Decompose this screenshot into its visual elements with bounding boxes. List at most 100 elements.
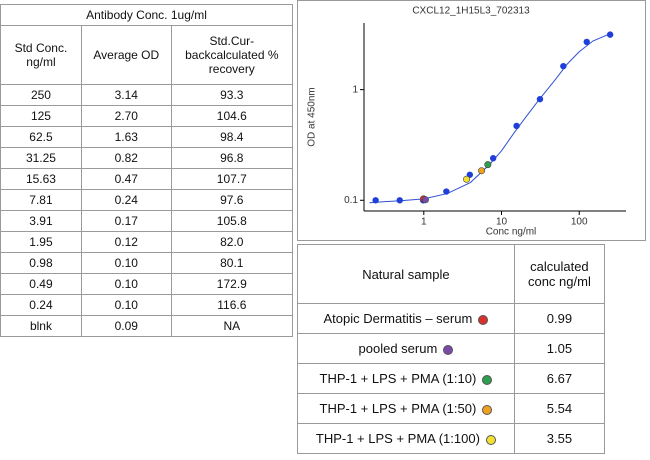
cell: pooled serum <box>297 333 515 364</box>
point <box>513 122 520 130</box>
data-row: 250 3.14 93.3 <box>0 84 294 106</box>
header-cell: Average OD <box>80 25 172 85</box>
y-axis-label: OD at 450nm <box>307 87 318 146</box>
cell: 0.99 <box>513 303 606 334</box>
cell: THP-1 + LPS + PMA (1:50) <box>297 393 515 424</box>
samples-table: Natural sample calculated conc ng/ml Atopi… <box>297 244 606 454</box>
cell: 0.47 <box>80 168 172 190</box>
cell: 0.24 <box>0 294 82 316</box>
cell: 80.1 <box>170 252 294 274</box>
sample-dot <box>482 374 493 385</box>
point <box>478 167 486 175</box>
point <box>463 175 471 183</box>
data-row: 0.49 0.10 172.9 <box>0 273 294 295</box>
data-row: 3.91 0.17 105.8 <box>0 210 294 232</box>
chart-title: CXCL12_1H15L3_702313 <box>412 6 530 17</box>
cell: 0.49 <box>0 273 82 295</box>
sample-dot <box>443 344 454 355</box>
cell: 0.24 <box>80 189 172 211</box>
cell: 0.10 <box>80 273 172 295</box>
header-cell: Std.Cur-backcalculated % recovery <box>170 25 294 85</box>
cell: THP-1 + LPS + PMA (1:10) <box>297 363 515 394</box>
cell: 31.25 <box>0 147 82 169</box>
point <box>606 31 614 38</box>
cell: 3.55 <box>513 423 606 454</box>
fit-curve <box>369 33 611 204</box>
data-row: 7.81 0.24 97.6 <box>0 189 294 211</box>
cell: 0.82 <box>80 147 172 169</box>
header-cell: Natural sample <box>297 244 515 304</box>
y-tick-label: 0.1 <box>344 195 358 206</box>
cell: 3.14 <box>80 84 172 106</box>
header-row: Natural sample calculated conc ng/ml <box>297 244 606 304</box>
chart: CXCL12_1H15L3_702313 Conc ng/ml OD at 45… <box>297 0 646 241</box>
x-tick-label: 100 <box>571 217 588 228</box>
cell: 3.91 <box>0 210 82 232</box>
header-cell: calculated conc ng/ml <box>513 244 606 304</box>
cell: 97.6 <box>170 189 294 211</box>
cell: 1.05 <box>513 333 606 364</box>
cell: 2.70 <box>80 105 172 127</box>
data-row: THP-1 + LPS + PMA (1:100) 3.55 <box>297 423 606 454</box>
point <box>372 197 379 204</box>
point <box>421 196 429 204</box>
sample-dot <box>485 434 496 445</box>
data-row: 125 2.70 104.6 <box>0 105 294 127</box>
cell: 105.8 <box>170 210 294 232</box>
sample-dot <box>482 404 493 415</box>
data-row: 0.98 0.10 80.1 <box>0 252 294 274</box>
cell: 0.10 <box>80 252 172 274</box>
data-row: THP-1 + LPS + PMA (1:10) 6.67 <box>297 363 606 394</box>
data-row: Atopic Dermatitis – serum 0.99 <box>297 303 606 334</box>
data-row: blnk 0.09 NA <box>0 315 294 337</box>
title-row: Antibody Conc. 1ug/ml <box>0 4 293 26</box>
cell: blnk <box>0 315 82 337</box>
cell: 0.12 <box>80 231 172 253</box>
cell: 0.17 <box>80 210 172 232</box>
y-tick-label: 1 <box>352 84 358 95</box>
cell: 7.81 <box>0 189 82 211</box>
cell: 5.54 <box>513 393 606 424</box>
standards-table: Antibody Conc. 1ug/ml Std Conc. ng/ml Aver… <box>0 4 294 337</box>
cell: 93.3 <box>170 84 294 106</box>
cell: 0.10 <box>80 294 172 316</box>
cell: 15.63 <box>0 168 82 190</box>
point <box>583 38 590 46</box>
header-cell: Std Conc. ng/ml <box>0 25 82 85</box>
sample-label: Atopic Dermatitis – serum <box>323 311 473 326</box>
data-row: 1.95 0.12 82.0 <box>0 231 294 253</box>
x-axis-label: Conc ng/ml <box>486 227 537 238</box>
cell: 1.95 <box>0 231 82 253</box>
cell: 96.8 <box>170 147 294 169</box>
cell: 98.4 <box>170 126 294 148</box>
data-row: 31.25 0.82 96.8 <box>0 147 294 169</box>
cell: 6.67 <box>513 363 606 394</box>
cell: 0.98 <box>0 252 82 274</box>
cell: 82.0 <box>170 231 294 253</box>
cell: Atopic Dermatitis – serum <box>297 303 515 334</box>
data-row: 62.5 1.63 98.4 <box>0 126 294 148</box>
cell: NA <box>170 315 294 337</box>
point <box>443 188 450 195</box>
point <box>560 62 567 70</box>
data-row: 15.63 0.47 107.7 <box>0 168 294 190</box>
data-row: THP-1 + LPS + PMA (1:50) 5.54 <box>297 393 606 424</box>
header-row: Std Conc. ng/ml Average OD Std.Cur-backcal… <box>0 25 294 85</box>
x-tick-label: 10 <box>496 217 508 228</box>
sample-label: THP-1 + LPS + PMA (1:50) <box>319 401 477 416</box>
sample-label: THP-1 + LPS + PMA (1:10) <box>319 371 477 386</box>
cell: 116.6 <box>170 294 294 316</box>
point <box>489 155 497 162</box>
point <box>536 95 544 103</box>
cell: 104.6 <box>170 105 294 127</box>
cell: 1.63 <box>80 126 172 148</box>
table-title: Antibody Conc. 1ug/ml <box>0 4 293 26</box>
cell: 0.09 <box>80 315 172 337</box>
sample-dot <box>478 314 489 325</box>
sample-label: pooled serum <box>358 341 438 356</box>
sample-label: THP-1 + LPS + PMA (1:100) <box>315 431 480 446</box>
x-tick-label: 1 <box>421 217 427 228</box>
cell: 172.9 <box>170 273 294 295</box>
point <box>484 161 492 169</box>
